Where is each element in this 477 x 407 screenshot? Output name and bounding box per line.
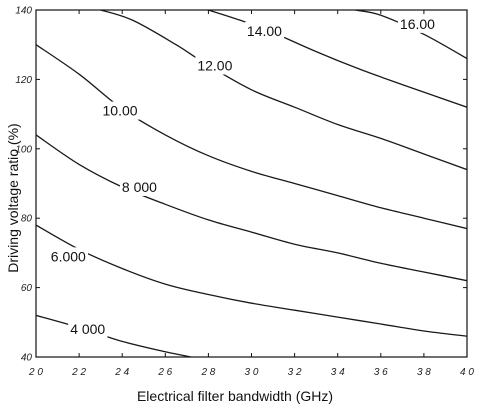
contour-label: 14.00	[247, 23, 282, 39]
x-tick-label: 4 0	[460, 367, 474, 378]
contour-line	[36, 134, 467, 282]
x-tick-label: 3 0	[245, 367, 259, 378]
contour-label-background	[195, 56, 235, 75]
x-tick-label: 3 8	[417, 367, 431, 378]
x-tick-label: 2 2	[71, 367, 86, 378]
contour-line	[100, 10, 467, 171]
plot-border	[35, 9, 468, 358]
y-tick-label: 60	[21, 283, 33, 294]
contour-label: 8 000	[122, 179, 157, 195]
contour-label: 4 000	[70, 321, 105, 337]
contour-label-background	[397, 14, 438, 33]
y-axis-label: Driving voltage ratio (%)	[5, 123, 21, 272]
x-tick-label: 2 0	[28, 367, 43, 378]
y-axis-ticks: 40 60 80 100 120 140	[15, 6, 467, 364]
contour-line	[36, 314, 192, 357]
x-tick-label: 2 4	[114, 367, 129, 378]
y-tick-label: 140	[15, 6, 32, 17]
contour-lines	[36, 10, 467, 357]
contour-label: 16.00	[400, 16, 435, 32]
x-tick-label: 2 6	[157, 367, 172, 378]
x-axis-label: Electrical filter bandwidth (GHz)	[137, 388, 333, 404]
contour-label: 10.00	[103, 103, 138, 119]
contour-label-background	[48, 247, 89, 266]
contour-label: 12.00	[197, 58, 232, 74]
contour-line	[208, 10, 467, 108]
contour-labels: 4 000 6.000 8 000 10.00 12.00 14.00 16.00	[48, 14, 438, 339]
contour-label-background	[119, 177, 160, 196]
contour-line	[36, 224, 467, 337]
plot-frame	[35, 9, 468, 358]
contour-label-background	[68, 320, 108, 339]
contour-label-background	[100, 101, 140, 120]
x-tick-label: 3 2	[288, 367, 302, 378]
y-tick-label: 80	[21, 214, 33, 225]
x-tick-label: 2 8	[200, 367, 215, 378]
y-tick-label: 100	[15, 144, 32, 155]
contour-line	[36, 44, 467, 230]
contour-label-background	[244, 21, 285, 40]
y-tick-label: 120	[15, 75, 32, 86]
x-tick-label: 3 4	[331, 367, 345, 378]
contour-label: 6.000	[51, 248, 86, 264]
x-axis-ticks: 2 0 2 2 2 4 2 6 2 8 3 0 3 2 3 4 3 6 3 8 4 0	[28, 10, 474, 378]
x-tick-label: 3 6	[374, 367, 388, 378]
y-tick-label: 40	[21, 353, 33, 364]
